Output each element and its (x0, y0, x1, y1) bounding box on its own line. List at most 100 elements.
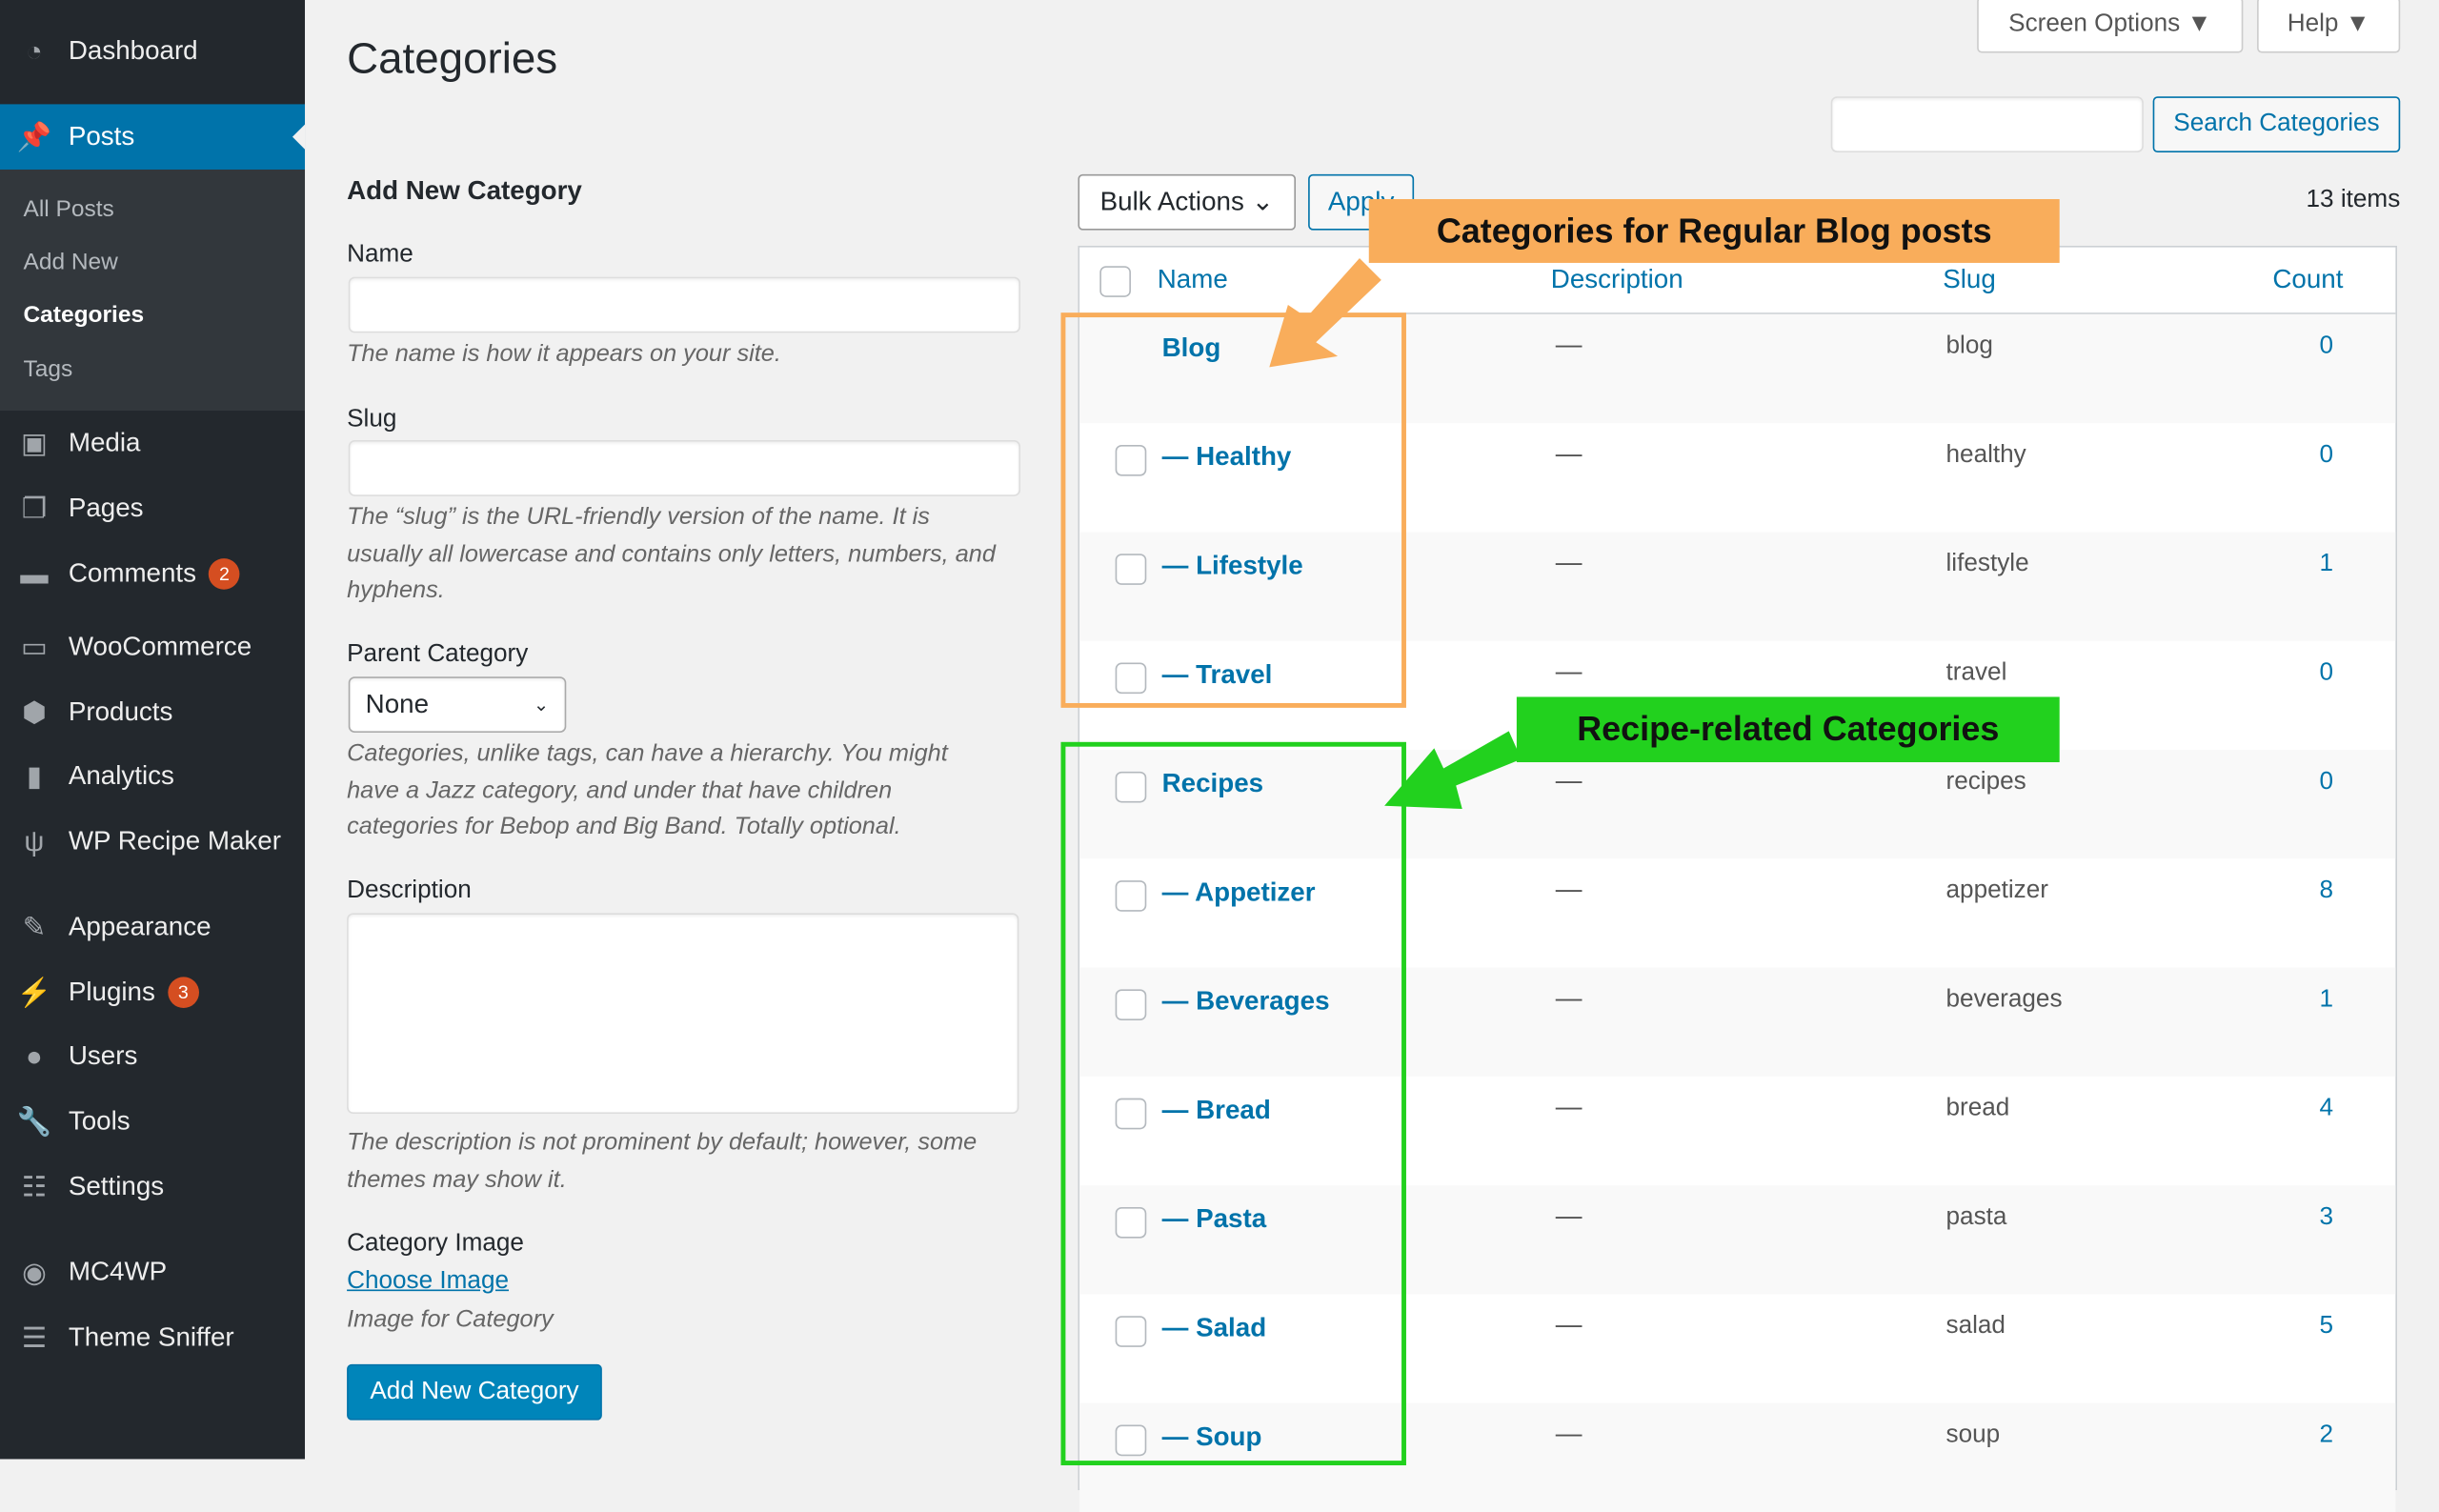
category-slug: pasta (1945, 1203, 2007, 1231)
add-new-category-button[interactable]: Add New Category (347, 1363, 602, 1421)
column-name[interactable]: Name (1157, 264, 1228, 294)
sidebar-item-label: Appearance (68, 911, 212, 941)
category-count-link[interactable]: 1 (2319, 986, 2334, 1013)
row-checkbox[interactable] (1115, 1206, 1147, 1239)
category-count-link[interactable]: 0 (2319, 768, 2334, 796)
row-checkbox[interactable] (1115, 554, 1147, 585)
sidebar-item-theme-sniffer[interactable]: ☰ Theme Sniffer (0, 1306, 305, 1368)
category-image-label: Category Image (347, 1230, 524, 1258)
search-input[interactable] (1830, 96, 2144, 153)
box-icon: ⬢ (22, 696, 47, 728)
category-count-link[interactable]: 5 (2319, 1312, 2334, 1340)
select-all-checkbox[interactable] (1099, 266, 1131, 297)
screen-options-label: Screen Options (2008, 10, 2181, 38)
plug-icon: ⚡ (16, 976, 52, 1008)
sidebar-item-dashboard[interactable]: ◔ Dashboard (0, 20, 305, 82)
sidebar-item-media[interactable]: ▣ Media (0, 413, 305, 474)
category-name-link[interactable]: — Pasta (1161, 1203, 1267, 1234)
sidebar-item-products[interactable]: ⬢ Products (0, 681, 305, 743)
category-description: — (1555, 655, 1582, 687)
sidebar-item-analytics[interactable]: ▮ Analytics (0, 745, 305, 807)
screen-options-button[interactable]: Screen Options ▼ (1977, 0, 2244, 53)
page-title: Categories (347, 33, 558, 83)
category-name-link[interactable]: — Appetizer (1161, 877, 1316, 907)
help-button[interactable]: Help ▼ (2257, 0, 2401, 53)
category-count-link[interactable]: 1 (2319, 550, 2334, 577)
column-description[interactable]: Description (1550, 264, 1683, 294)
category-name-link[interactable]: Recipes (1161, 768, 1264, 798)
slug-help: The “slug” is the URL-friendly version o… (347, 503, 996, 604)
category-name-link[interactable]: — Salad (1161, 1312, 1267, 1343)
category-count-link[interactable]: 0 (2319, 659, 2334, 687)
submenu-categories[interactable]: Categories (23, 301, 145, 329)
row-checkbox[interactable] (1115, 771, 1147, 803)
choose-image-link[interactable]: Choose Image (347, 1267, 509, 1295)
parent-category-label: Parent Category (347, 640, 529, 668)
sidebar-item-plugins[interactable]: ⚡ Plugins 3 (0, 961, 305, 1023)
category-name-link[interactable]: — Travel (1161, 659, 1273, 690)
column-slug[interactable]: Slug (1943, 264, 1996, 294)
sidebar-item-label: Comments (68, 558, 197, 589)
sliders-icon: ☷ (21, 1170, 48, 1202)
category-name-link[interactable]: — Bread (1161, 1095, 1271, 1125)
name-help: The name is how it appears on your site. (347, 340, 781, 368)
column-count[interactable]: Count (2272, 264, 2344, 294)
sidebar-item-label: Posts (68, 121, 135, 151)
sidebar-item-appearance[interactable]: ✎ Appearance (0, 896, 305, 958)
woo-icon: ▭ (21, 631, 48, 662)
sidebar-item-mc4wp[interactable]: ◉ MC4WP (0, 1241, 305, 1303)
category-name-link[interactable]: — Soup (1161, 1421, 1262, 1452)
row-checkbox[interactable] (1115, 662, 1147, 695)
category-description: — (1555, 1309, 1582, 1340)
category-count-link[interactable]: 2 (2319, 1421, 2334, 1449)
row-checkbox[interactable] (1115, 1316, 1147, 1347)
sidebar-item-label: Settings (68, 1171, 165, 1201)
sidebar-item-pages[interactable]: ❐ Pages (0, 477, 305, 539)
sidebar-item-tools[interactable]: 🔧 Tools (0, 1091, 305, 1153)
sidebar-item-comments[interactable]: ▬ Comments 2 (0, 543, 305, 605)
category-count-link[interactable]: 0 (2319, 441, 2334, 469)
table-row: — Pasta — pasta 3 (1079, 1185, 2396, 1295)
submenu-all-posts[interactable]: All Posts (23, 195, 114, 223)
table-row: — Travel — travel 0 (1079, 641, 2395, 750)
category-count-link[interactable]: 4 (2319, 1095, 2334, 1122)
sidebar-item-users[interactable]: ● Users (0, 1025, 305, 1087)
sidebar-item-label: Dashboard (68, 35, 198, 66)
sidebar-item-label: MC4WP (68, 1257, 168, 1287)
row-checkbox[interactable] (1115, 1424, 1147, 1457)
slug-input[interactable] (348, 440, 1021, 496)
description-textarea[interactable] (347, 913, 1019, 1115)
parent-category-select[interactable]: None ⌄ (348, 676, 567, 734)
brush-icon: ✎ (22, 910, 47, 942)
category-count-link[interactable]: 8 (2319, 877, 2334, 904)
category-name-link[interactable]: — Lifestyle (1161, 550, 1303, 580)
row-checkbox[interactable] (1115, 1098, 1147, 1130)
row-checkbox[interactable] (1115, 444, 1147, 476)
name-input[interactable] (348, 276, 1021, 333)
sidebar-item-posts[interactable]: 📌 Posts (0, 104, 306, 170)
submenu-add-new[interactable]: Add New (23, 249, 118, 275)
category-count-link[interactable]: 3 (2319, 1203, 2334, 1231)
row-checkbox[interactable] (1115, 989, 1147, 1021)
category-name-link[interactable]: — Healthy (1161, 441, 1292, 472)
admin-sidebar: All Posts Add New Categories Tags ◔ Dashb… (0, 0, 306, 1460)
items-count: 13 items (2306, 186, 2401, 213)
submenu-tags[interactable]: Tags (23, 355, 73, 383)
sidebar-item-label: WooCommerce (68, 631, 252, 661)
category-name-link[interactable]: — Beverages (1161, 986, 1330, 1017)
bar-chart-icon: ▮ (26, 759, 43, 792)
bulk-actions-select[interactable]: Bulk Actions ⌄ (1078, 173, 1297, 231)
row-checkbox[interactable] (1115, 880, 1147, 912)
sidebar-item-woocommerce[interactable]: ▭ WooCommerce (0, 616, 305, 678)
category-slug: lifestyle (1945, 550, 2029, 577)
user-icon: ● (26, 1039, 43, 1072)
pin-icon: 📌 (16, 120, 52, 152)
search-categories-button[interactable]: Search Categories (2152, 96, 2401, 153)
table-row: — Salad — salad 5 (1079, 1294, 2395, 1402)
category-name-link[interactable]: Blog (1161, 333, 1221, 363)
recipe-categories-label: Recipe-related Categories (1516, 696, 2060, 763)
sidebar-item-settings[interactable]: ☷ Settings (0, 1156, 305, 1218)
sidebar-item-wp-recipe-maker[interactable]: ψ WP Recipe Maker (0, 811, 305, 873)
count-badge: 3 (167, 977, 199, 1008)
category-count-link[interactable]: 0 (2319, 333, 2334, 360)
